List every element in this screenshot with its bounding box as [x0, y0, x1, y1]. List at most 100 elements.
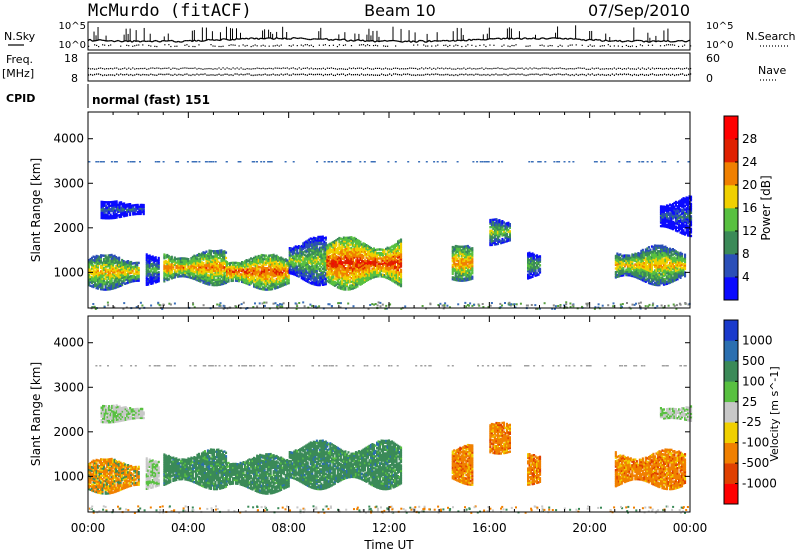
echo-cell [308, 265, 311, 268]
noise-speck [487, 161, 490, 163]
echo-cell [272, 257, 275, 260]
echo-cell [347, 254, 350, 257]
echo-cell [209, 271, 212, 274]
echo-cell [248, 262, 251, 265]
echo-cell [205, 254, 208, 257]
echo-cell [386, 273, 389, 276]
scatter-speck [141, 304, 144, 307]
echo-cell [336, 255, 339, 259]
echo-cell [106, 201, 109, 204]
echo-cell [178, 273, 181, 276]
echo-cell [266, 261, 269, 265]
echo-cell [229, 262, 232, 265]
nave-dot [547, 73, 549, 76]
echo-cell [377, 260, 380, 264]
scatter-speck [274, 302, 277, 305]
nave-dot [194, 74, 196, 76]
echo-cell [280, 265, 283, 268]
echo-cell [351, 255, 354, 258]
freq-dot [539, 68, 541, 70]
scatter-speck [281, 305, 284, 308]
echo-cell [167, 258, 170, 261]
echo-cell [342, 238, 345, 241]
echo-cell [218, 269, 221, 272]
scatter-speck [158, 304, 161, 307]
nsky-segment [300, 37, 303, 39]
nave-dot [334, 74, 337, 77]
nave-dot [316, 73, 318, 76]
echo-cell [100, 259, 103, 262]
nsearch-dot [254, 44, 256, 46]
freq-dot [358, 67, 361, 69]
nave-dot [589, 74, 591, 76]
nave-dot [358, 74, 361, 76]
echo-cell [262, 264, 265, 268]
echo-cell [138, 205, 141, 208]
echo-cell [101, 275, 104, 279]
echo-cell [167, 265, 170, 269]
noise-speck [436, 161, 439, 163]
scatter-speck [309, 303, 312, 306]
echo-cell [173, 260, 176, 263]
echo-cell [167, 269, 170, 272]
echo-cell [392, 251, 395, 255]
echo-cell [233, 263, 236, 266]
echo-cell [153, 263, 156, 267]
echo-cell [356, 279, 359, 283]
echo-cell [309, 249, 312, 253]
nsearch-dot [541, 44, 543, 46]
echo-cell [133, 207, 136, 210]
echo-cell [209, 260, 212, 263]
echo-cell [193, 276, 196, 279]
echo-cell [332, 246, 335, 249]
echo-cell [220, 272, 223, 275]
echo-cell [102, 216, 105, 220]
echo-cell [150, 255, 153, 259]
echo-cell [268, 268, 271, 272]
echo-cell [104, 263, 107, 266]
echo-cell [97, 257, 100, 260]
echo-cell [226, 273, 229, 276]
echo-cell [196, 255, 199, 259]
echo-cell [131, 274, 134, 278]
echo-cell [332, 249, 335, 253]
echo-cell [137, 275, 140, 279]
echo-cell [154, 266, 157, 270]
echo-cell [308, 256, 311, 259]
freq-dot [170, 68, 172, 70]
echo-cell [185, 271, 188, 275]
echo-cell [199, 280, 202, 283]
echo-cell [212, 273, 215, 276]
echo-cell [302, 260, 305, 263]
nave-dot [479, 74, 481, 76]
scatter-speck [276, 304, 279, 306]
echo-cell [205, 268, 208, 271]
echo-cell [163, 276, 166, 279]
nsearch-dot [601, 45, 603, 47]
echo-cell [137, 277, 140, 281]
echo-cell [133, 262, 136, 265]
echo-cell [339, 251, 342, 255]
freq-dot [547, 67, 549, 69]
echo-cell [136, 274, 139, 277]
freq-dot [148, 68, 150, 70]
echo-cell [101, 286, 104, 289]
echo-cell [163, 257, 166, 260]
echo-cell [215, 273, 218, 276]
echo-cell [341, 254, 344, 257]
echo-cell [104, 283, 107, 286]
echo-cell [369, 255, 372, 259]
echo-cell [394, 277, 397, 280]
echo-cell [278, 283, 281, 287]
echo-cell [308, 258, 311, 261]
echo-cell [311, 239, 314, 243]
echo-cell [251, 257, 254, 261]
echo-cell [259, 287, 262, 290]
nsearch-dot [164, 44, 166, 46]
freq-dot [214, 68, 216, 70]
echo-cell [206, 275, 209, 279]
echo-cell [181, 271, 184, 274]
echo-cell [221, 277, 224, 280]
echo-cell [112, 265, 115, 269]
freq-dot [459, 68, 461, 70]
